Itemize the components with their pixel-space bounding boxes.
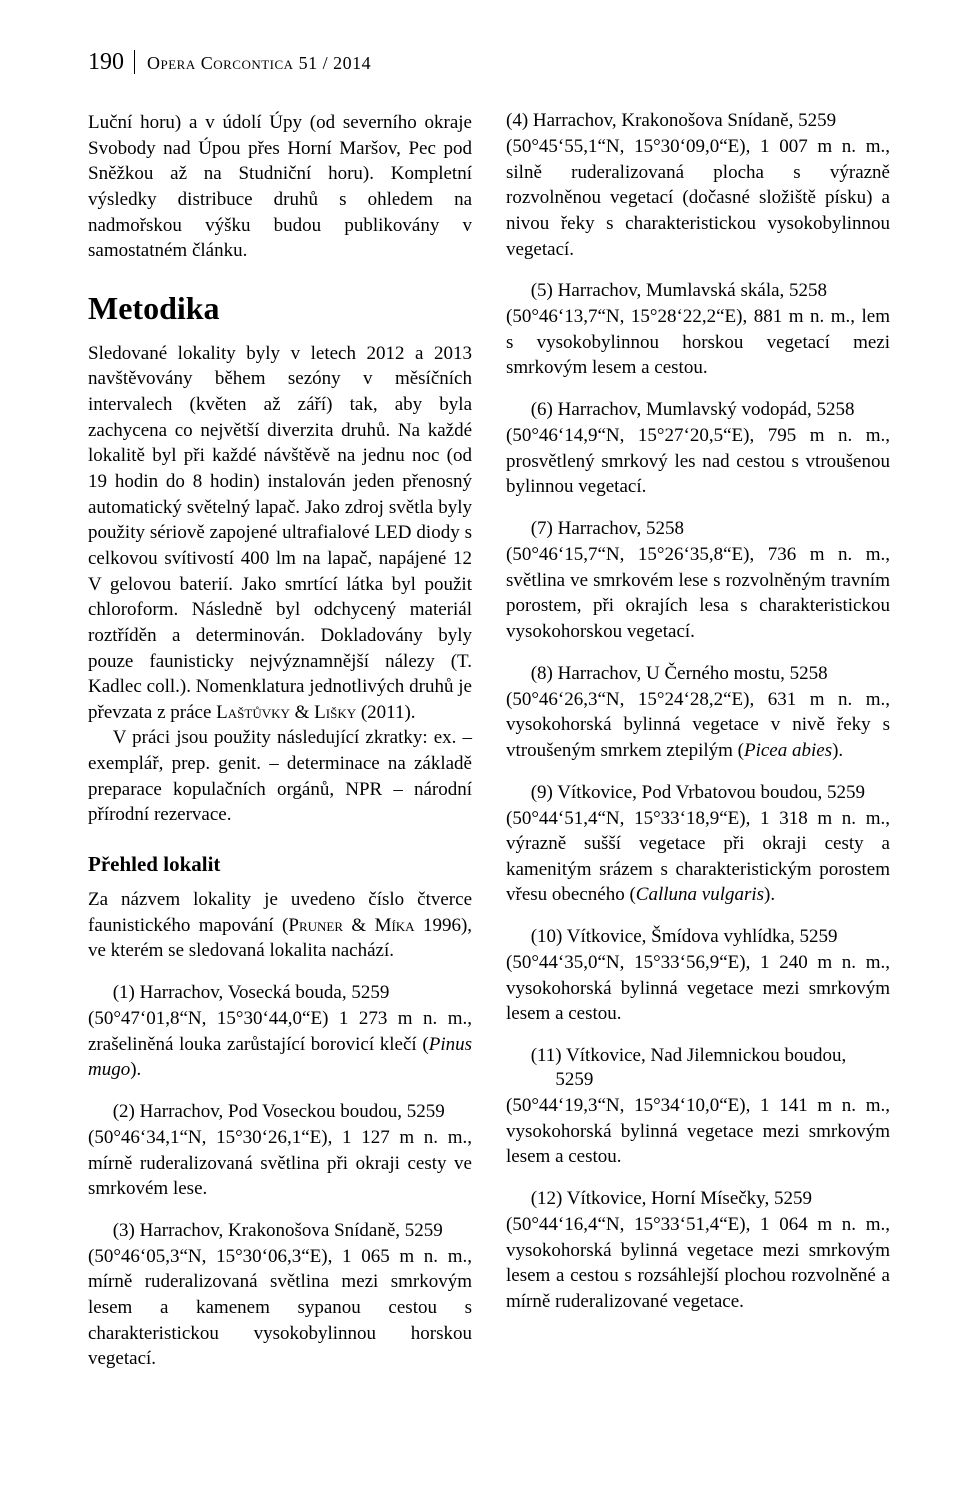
locality-5-head: (5) Harrachov, Mumlavská skála, 5258 (506, 280, 890, 302)
locality-1-body: (50°47‘01,8“N, 15°30‘44,0“E) 1 273 m n. … (88, 1006, 472, 1083)
right-column: (4) Harrachov, Krakonošova Snídaně, 5259… (506, 110, 890, 1372)
locality-7-body: (50°46‘15,7“N, 15°26‘35,8“E), 736 m n. m… (506, 542, 890, 645)
metodika-heading: Metodika (88, 290, 472, 327)
page-number: 190 (88, 50, 135, 74)
locality-2-head: (2) Harrachov, Pod Voseckou boudou, 5259 (88, 1101, 472, 1123)
metodika-paragraph-1: Sledované lokality byly v letech 2012 a … (88, 341, 472, 726)
locality-8-head: (8) Harrachov, U Černého mostu, 5258 (506, 663, 890, 685)
locality-1-head: (1) Harrachov, Vosecká bouda, 5259 (88, 982, 472, 1004)
prehled-lokalit-heading: Přehled lokalit (88, 852, 472, 877)
locality-6-head: (6) Harrachov, Mumlavský vodopád, 5258 (506, 399, 890, 421)
locality-6-body: (50°46‘14,9“N, 15°27‘20,5“E), 795 m n. m… (506, 423, 890, 500)
left-column: Luční horu) a v údolí Úpy (od severního … (88, 110, 472, 1372)
locality-11-head-line2: 5259 (506, 1069, 890, 1091)
prehled-lokalit-paragraph: Za názvem lokality je uvedeno číslo čtve… (88, 887, 472, 964)
locality-3-body: (50°46‘05,3“N, 15°30‘06,3“E), 1 065 m n.… (88, 1244, 472, 1372)
locality-9-head: (9) Vítkovice, Pod Vrbatovou boudou, 525… (506, 782, 890, 804)
locality-12-body: (50°44‘16,4“N, 15°33‘51,4“E), 1 064 m n.… (506, 1212, 890, 1315)
two-column-layout: Luční horu) a v údolí Úpy (od severního … (88, 110, 890, 1372)
journal-name: Opera Corcontica 51 / 2014 (147, 53, 371, 74)
locality-8-body: (50°46‘26,3“N, 15°24‘28,2“E), 631 m n. m… (506, 687, 890, 764)
locality-7-head: (7) Harrachov, 5258 (506, 518, 890, 540)
running-head: 190 Opera Corcontica 51 / 2014 (88, 50, 890, 74)
locality-2-body: (50°46‘34,1“N, 15°30‘26,1“E), 1 127 m n.… (88, 1125, 472, 1202)
intro-paragraph: Luční horu) a v údolí Úpy (od severního … (88, 110, 472, 264)
locality-9-body: (50°44‘51,4“N, 15°33‘18,9“E), 1 318 m n.… (506, 806, 890, 909)
locality-11-body: (50°44‘19,3“N, 15°34‘10,0“E), 1 141 m n.… (506, 1093, 890, 1170)
locality-10-head: (10) Vítkovice, Šmídova vyhlídka, 5259 (506, 926, 890, 948)
locality-10-body: (50°44‘35,0“N, 15°33‘56,9“E), 1 240 m n.… (506, 950, 890, 1027)
locality-11-head-line1: (11) Vítkovice, Nad Jilemnickou boudou, (506, 1045, 890, 1067)
metodika-paragraph-2: V práci jsou použity následující zkratky… (88, 725, 472, 828)
locality-12-head: (12) Vítkovice, Horní Mísečky, 5259 (506, 1188, 890, 1210)
locality-4-head: (4) Harrachov, Krakonošova Snídaně, 5259 (506, 110, 890, 132)
locality-3-head: (3) Harrachov, Krakonošova Snídaně, 5259 (88, 1220, 472, 1242)
locality-4-body: (50°45‘55,1“N, 15°30‘09,0“E), 1 007 m n.… (506, 134, 890, 262)
locality-5-body: (50°46‘13,7“N, 15°28‘22,2“E), 881 m n. m… (506, 304, 890, 381)
page: 190 Opera Corcontica 51 / 2014 Luční hor… (0, 0, 960, 1498)
